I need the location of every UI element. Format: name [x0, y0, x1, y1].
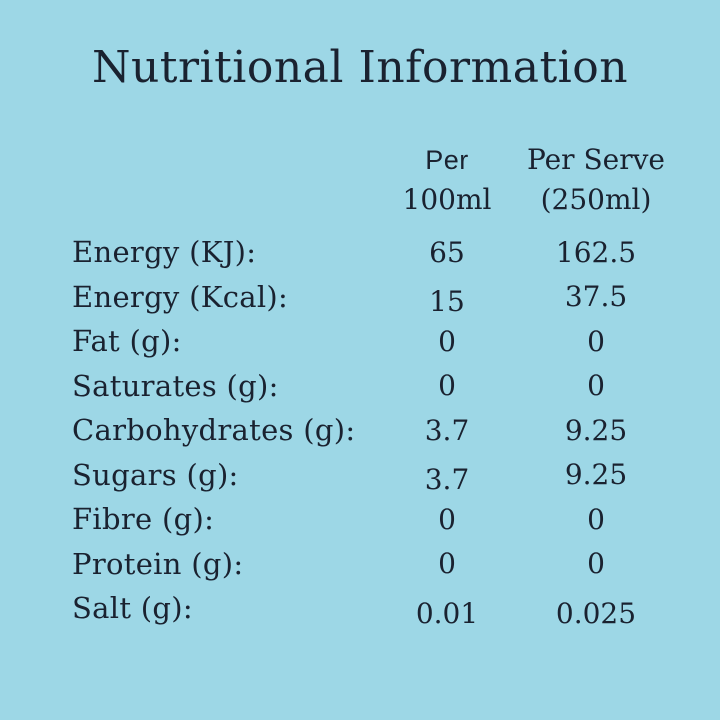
nutrient-label: Saturates (g):	[72, 368, 279, 403]
column-header-per-serve-line2: (250ml)	[540, 183, 652, 216]
table-body: Energy (KJ): 65 162.5 Energy (Kcal): 15 …	[72, 230, 670, 631]
per-serve-value: 162.5	[555, 235, 637, 269]
per-100ml-value: 3.7	[424, 463, 470, 497]
nutrient-label: Protein (g):	[72, 546, 244, 581]
nutrient-label: Energy (Kcal):	[72, 279, 289, 314]
column-header-per-serve: Per Serve (250ml)	[522, 140, 670, 220]
per-serve-value: 0	[587, 324, 605, 358]
table-row: Protein (g): 0 0	[72, 542, 670, 587]
column-header-per-serve-line1: Per Serve	[527, 143, 665, 176]
nutrient-label: Fat (g):	[72, 324, 182, 359]
nutrient-label: Sugars (g):	[72, 457, 239, 492]
per-100ml-value: 0	[438, 369, 456, 403]
per-100ml-value: 65	[429, 235, 465, 269]
per-100ml-value: 0	[438, 547, 456, 581]
per-100ml-value: 0	[438, 324, 456, 358]
column-header-per-100ml-line1: Per	[425, 145, 469, 175]
per-100ml-value: 15	[429, 285, 465, 319]
table-row: Saturates (g): 0 0	[72, 364, 670, 409]
per-100ml-value: 3.7	[424, 413, 470, 447]
column-header-per-100ml: Per 100ml	[372, 140, 522, 220]
per-serve-value: 0	[587, 502, 605, 536]
table-header-row: Per 100ml Per Serve (250ml)	[72, 140, 670, 220]
per-100ml-value: 0	[438, 502, 456, 536]
per-serve-value: 0.025	[555, 596, 637, 630]
table-row: Sugars (g): 3.7 9.25	[72, 453, 670, 498]
per-serve-value: 37.5	[564, 280, 628, 314]
column-header-per-100ml-line2: 100ml	[402, 183, 492, 216]
nutrient-label: Carbohydrates (g):	[72, 413, 356, 448]
nutrient-label: Energy (KJ):	[72, 235, 257, 270]
per-serve-value: 0	[587, 547, 605, 581]
nutrient-label: Salt (g):	[72, 591, 193, 626]
table-row: Fibre (g): 0 0	[72, 497, 670, 542]
per-serve-value: 9.25	[564, 413, 628, 447]
per-serve-value: 0	[587, 369, 605, 403]
per-100ml-value: 0.01	[415, 596, 479, 630]
nutrient-label: Fibre (g):	[72, 502, 215, 537]
per-serve-value: 9.25	[564, 458, 628, 492]
page-title: Nutritional Information	[91, 42, 629, 93]
table-row: Carbohydrates (g): 3.7 9.25	[72, 408, 670, 453]
table-row: Energy (Kcal): 15 37.5	[72, 275, 670, 320]
table-row: Fat (g): 0 0	[72, 319, 670, 364]
table-row: Salt (g): 0.01 0.025	[72, 586, 670, 631]
table-row: Energy (KJ): 65 162.5	[72, 230, 670, 275]
